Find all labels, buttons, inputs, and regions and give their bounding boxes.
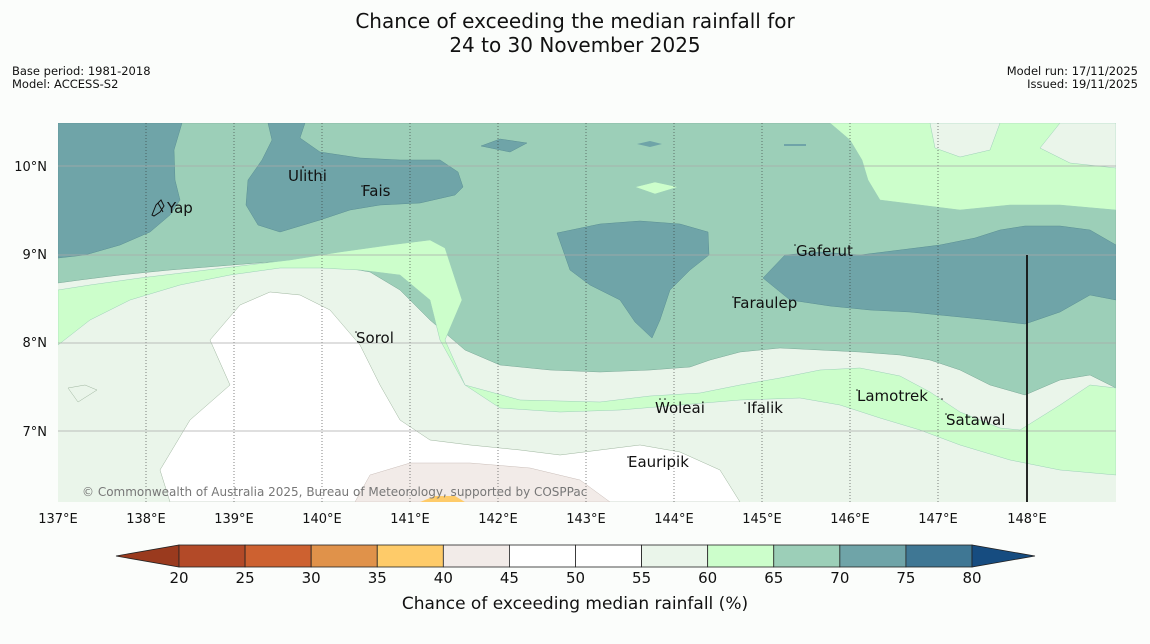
- colorbar: 20 25 30 35 40 45 50 55 60 65 70 75 80: [115, 544, 1036, 587]
- colorbar-tick-label: 70: [830, 569, 849, 587]
- lon-tick-label: 145°E: [742, 512, 782, 527]
- place-labels: Yap Ulithi Fais Gaferut Faraulep Sorol W…: [166, 167, 1005, 471]
- lon-tick-label: 148°E: [1007, 512, 1047, 527]
- field-70-75-blob3: [784, 144, 806, 146]
- field-70-75-blob1: [480, 138, 528, 153]
- longitude-axis: 137°E 138°E 139°E 140°E 141°E 142°E 143°…: [38, 512, 1047, 527]
- lon-tick-label: 144°E: [654, 512, 694, 527]
- field-70-75-blob2: [637, 141, 662, 147]
- colorbar-segment: [509, 544, 576, 568]
- copyright-text: © Commonwealth of Australia 2025, Bureau…: [82, 485, 587, 499]
- lon-tick-label: 139°E: [214, 512, 254, 527]
- chance-fields: [58, 123, 1116, 502]
- colorbar-segment: [641, 544, 709, 568]
- field-55-60-ne2: [1039, 123, 1116, 169]
- lat-tick-label: 8°N: [23, 336, 48, 351]
- colorbar-segment: [905, 544, 973, 568]
- place-label-satawal: Satawal: [946, 411, 1005, 429]
- lon-tick-label: 143°E: [566, 512, 606, 527]
- colorbar-tick-label: 60: [698, 569, 717, 587]
- colorbar-segment: [310, 544, 378, 568]
- lon-tick-label: 147°E: [918, 512, 958, 527]
- colorbar-tick-label: 30: [302, 569, 321, 587]
- lon-tick-label: 138°E: [126, 512, 166, 527]
- field-55-60-ne: [929, 123, 1001, 158]
- colorbar-tick-label: 25: [236, 569, 255, 587]
- colorbar-tick-label: 40: [434, 569, 453, 587]
- lon-tick-label: 146°E: [830, 512, 870, 527]
- lat-tick-label: 9°N: [23, 248, 48, 263]
- field-70-75-ulithi: [245, 123, 464, 233]
- colorbar-segment: [773, 544, 841, 568]
- issued-text: Issued: 19/11/2025: [1027, 77, 1138, 91]
- grid-lines: [145, 123, 939, 502]
- colorbar-segment: [442, 544, 510, 568]
- model-run-text: Model run: 17/11/2025: [1006, 64, 1138, 78]
- lat-lines: [58, 165, 1116, 432]
- colorbar-tick-label: 55: [632, 569, 651, 587]
- field-70-75-west: [58, 123, 183, 259]
- meta-left: Base period: 1981-2018 Model: ACCESS-S2: [12, 65, 151, 91]
- latitude-axis: 10°N 9°N 8°N 7°N: [14, 160, 47, 440]
- colorbar-tick-label: 20: [169, 569, 188, 587]
- map-title-line1: Chance of exceeding the median rainfall …: [355, 9, 795, 33]
- field-60-65-south: [58, 239, 1116, 476]
- colorbar-tick-label: 35: [368, 569, 387, 587]
- place-label-fais: Fais: [362, 182, 391, 200]
- field-55-60-small: [67, 384, 98, 403]
- colorbar-over-arrow: [971, 544, 1036, 568]
- colorbar-title: Chance of exceeding median rainfall (%): [401, 594, 749, 614]
- island-dots: [302, 166, 947, 458]
- lon-tick-label: 137°E: [38, 512, 78, 527]
- place-label-eauripik: Eauripik: [628, 453, 689, 471]
- place-label-faraulep: Faraulep: [733, 294, 797, 312]
- colorbar-tick-label: 75: [896, 569, 915, 587]
- colorbar-tick-label: 45: [500, 569, 519, 587]
- colorbar-tick-label: 80: [962, 569, 981, 587]
- place-label-yap: Yap: [166, 199, 193, 217]
- lat-tick-label: 7°N: [23, 425, 48, 440]
- field-60-65-blob: [634, 181, 679, 195]
- place-label-ulithi: Ulithi: [288, 167, 327, 185]
- field-40-45: [354, 462, 611, 502]
- lon-tick-label: 142°E: [478, 512, 518, 527]
- colorbar-tick-label: 65: [764, 569, 783, 587]
- colorbar-segment: [178, 544, 246, 568]
- colorbar-segment: [707, 544, 775, 568]
- colorbar-under-arrow: [115, 544, 180, 568]
- model-text: Model: ACCESS-S2: [12, 77, 119, 91]
- place-label-ifalik: Ifalik: [747, 399, 783, 417]
- colorbar-segment: [839, 544, 907, 568]
- colorbar-segment: [575, 544, 642, 568]
- colorbar-segment: [376, 544, 444, 568]
- meta-right: Model run: 17/11/2025 Issued: 19/11/2025: [1007, 65, 1138, 91]
- place-label-gaferut: Gaferut: [796, 242, 853, 260]
- yap-island-icon: [151, 199, 165, 217]
- base-period-text: Base period: 1981-2018: [12, 64, 151, 78]
- lat-tick-label: 10°N: [14, 160, 47, 175]
- place-label-lamotrek: Lamotrek: [857, 387, 928, 405]
- lon-tick-label: 141°E: [390, 512, 430, 527]
- place-label-sorol: Sorol: [356, 329, 394, 347]
- colorbar-tick-label: 50: [566, 569, 585, 587]
- field-35-40: [420, 496, 465, 502]
- field-70-75-central: [556, 220, 710, 339]
- place-label-woleai: Woleai: [655, 399, 705, 417]
- colorbar-segment: [244, 544, 312, 568]
- field-45-55: [159, 291, 741, 502]
- map-title-line2: 24 to 30 November 2025: [449, 33, 701, 57]
- lon-tick-label: 140°E: [302, 512, 342, 527]
